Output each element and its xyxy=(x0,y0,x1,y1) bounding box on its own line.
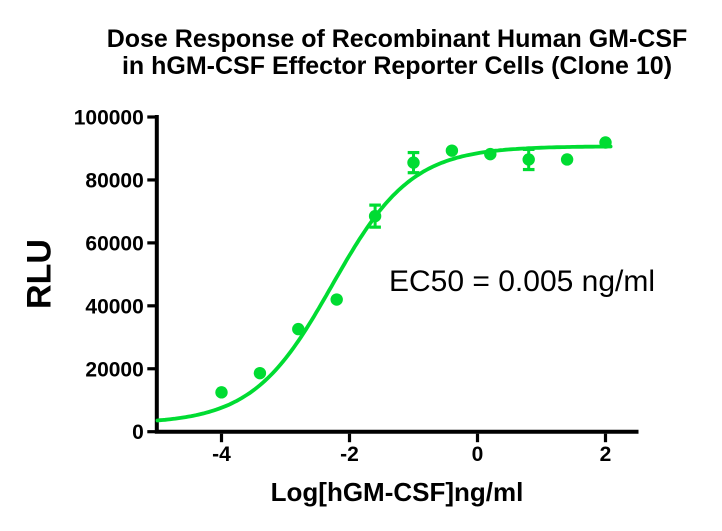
y-tick-label: 0 xyxy=(132,421,144,444)
x-tick-label: -4 xyxy=(212,443,231,466)
y-tick-label: 60000 xyxy=(85,232,143,255)
data-point xyxy=(445,144,459,157)
fit-curve xyxy=(155,144,613,423)
y-tick-label: 100000 xyxy=(74,107,144,130)
x-tick-label: 0 xyxy=(472,443,484,466)
data-point xyxy=(253,366,267,380)
chart-title-line1: Dose Response of Recombinant Human GM-CS… xyxy=(106,25,688,53)
data-point xyxy=(368,209,382,223)
x-tick-label: 2 xyxy=(600,443,612,466)
data-point xyxy=(407,156,420,169)
data-point xyxy=(330,293,343,306)
data-point xyxy=(560,153,574,166)
ec50-annotation: EC50 = 0.005 ng/ml xyxy=(389,265,656,298)
y-tick-label: 20000 xyxy=(85,358,143,381)
y-tick-label: 80000 xyxy=(85,169,143,192)
data-point xyxy=(484,147,497,161)
axes-frame xyxy=(154,115,639,434)
data-point xyxy=(599,136,612,149)
chart-title-line2: in hGM-CSF Effector Reporter Cells (Clon… xyxy=(121,52,673,80)
chart-title: Dose Response of Recombinant Human GM-CS… xyxy=(72,26,722,80)
y-tick-label: 40000 xyxy=(85,295,143,318)
data-point xyxy=(292,322,305,336)
x-tick-label: -2 xyxy=(340,443,359,466)
data-point xyxy=(215,386,228,399)
data-point xyxy=(522,153,535,166)
x-axis-title: Log[hGM-CSF]ng/ml xyxy=(270,477,524,507)
